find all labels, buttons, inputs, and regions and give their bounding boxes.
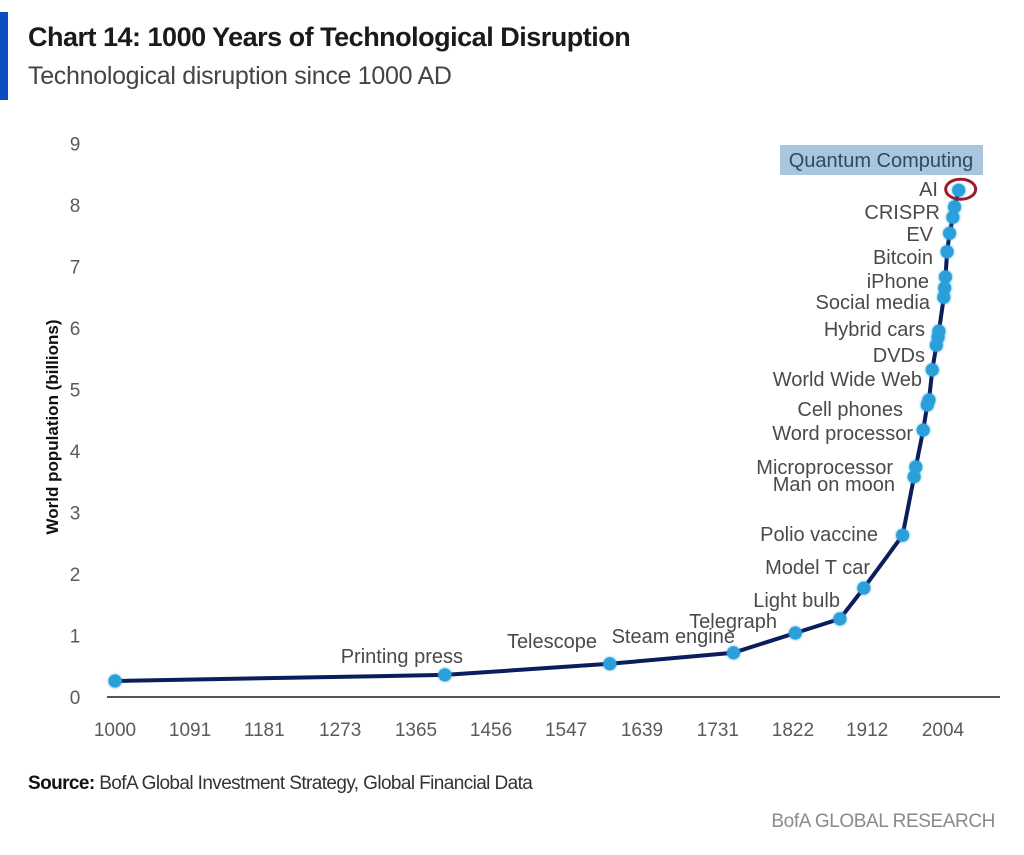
x-tick-label: 1822 [772, 720, 814, 741]
x-tick-label: 1547 [545, 720, 587, 741]
y-tick-label: 0 [70, 688, 81, 709]
event-label: Light bulb [753, 590, 840, 612]
x-tick-label: 1912 [846, 720, 888, 741]
y-tick-labels: 0 1 2 3 4 5 6 7 8 9 [70, 135, 81, 710]
event-label: AI [919, 179, 938, 201]
title-accent-bar [0, 12, 8, 100]
event-label: Microprocessor [756, 457, 893, 479]
y-tick-label: 4 [70, 442, 81, 463]
data-point [909, 460, 923, 474]
y-tick-label: 6 [70, 319, 81, 340]
data-point [940, 245, 954, 259]
event-label: Hybrid cars [824, 319, 925, 341]
event-label: Steam engine [612, 626, 735, 648]
x-tick-labels: 1000 1091 1181 1273 1365 1456 1547 1639 1731 1822… [94, 720, 965, 741]
event-label: Telegraph [689, 611, 777, 633]
quantum-computing-highlight-box [780, 145, 983, 175]
data-point [907, 470, 921, 484]
y-tick-label: 8 [70, 196, 81, 217]
event-label: Polio vaccine [760, 524, 878, 546]
event-label: Model T car [765, 557, 870, 579]
y-tick-label: 1 [70, 627, 81, 648]
data-point [108, 674, 122, 688]
data-point [943, 226, 957, 240]
chart-subtitle: Technological disruption since 1000 AD [28, 62, 452, 90]
event-label: Bitcoin [873, 247, 933, 269]
quantum-computing-annotation: Quantum Computing [780, 145, 983, 175]
event-label: iPhone [867, 271, 929, 293]
y-tick-label: 7 [70, 258, 81, 279]
data-point [932, 324, 946, 338]
data-point [938, 281, 952, 295]
source-label: Source: [28, 773, 95, 794]
event-label: World Wide Web [773, 369, 922, 391]
ai-highlight-ring [944, 177, 978, 201]
data-point [857, 581, 871, 595]
y-tick-label: 2 [70, 565, 81, 586]
x-tick-label: 1731 [697, 720, 739, 741]
source-note: Source: BofA Global Investment Strategy,… [28, 773, 533, 795]
x-tick-label: 2004 [922, 720, 965, 741]
chart-title: Chart 14: 1000 Years of Technological Di… [28, 22, 631, 52]
y-tick-label: 5 [70, 381, 81, 402]
event-markers [108, 177, 978, 688]
data-point [438, 668, 452, 682]
data-point [946, 210, 960, 224]
y-tick-label: 3 [70, 504, 81, 525]
data-point [922, 393, 936, 407]
event-label: DVDs [873, 345, 925, 367]
x-tick-label: 1181 [244, 720, 285, 741]
event-label: CRISPR [864, 202, 940, 224]
event-label: EV [906, 224, 933, 246]
x-tick-label: 1091 [169, 720, 211, 741]
data-point [952, 183, 966, 197]
event-label: Telescope [507, 631, 597, 653]
data-point [896, 528, 910, 542]
x-tick-label: 1273 [319, 720, 361, 741]
x-tick-label: 1365 [395, 720, 437, 741]
event-label: Man on moon [773, 474, 895, 496]
x-tick-label: 1000 [94, 720, 136, 741]
data-point [788, 626, 802, 640]
source-text: BofA Global Investment Strategy, Global … [94, 773, 533, 794]
x-tick-label: 1456 [470, 720, 512, 741]
y-axis-label: World population (billions) [43, 320, 62, 535]
brand-footer: BofA GLOBAL RESEARCH [771, 811, 995, 832]
data-point [925, 363, 939, 377]
event-labels: Printing press Telescope Steam engineTeleg… [341, 179, 940, 668]
x-tick-label: 1639 [621, 720, 663, 741]
event-label: Word processor [772, 423, 913, 445]
data-point [948, 200, 962, 214]
quantum-computing-label: Quantum Computing [789, 150, 974, 172]
y-tick-label: 9 [70, 135, 81, 156]
data-point [727, 646, 741, 660]
event-label: Cell phones [797, 399, 903, 421]
data-point [916, 423, 930, 437]
data-point [833, 612, 847, 626]
data-point [603, 657, 617, 671]
event-label: Social media [815, 292, 930, 314]
data-point [938, 270, 952, 284]
event-label: Printing press [341, 646, 463, 668]
